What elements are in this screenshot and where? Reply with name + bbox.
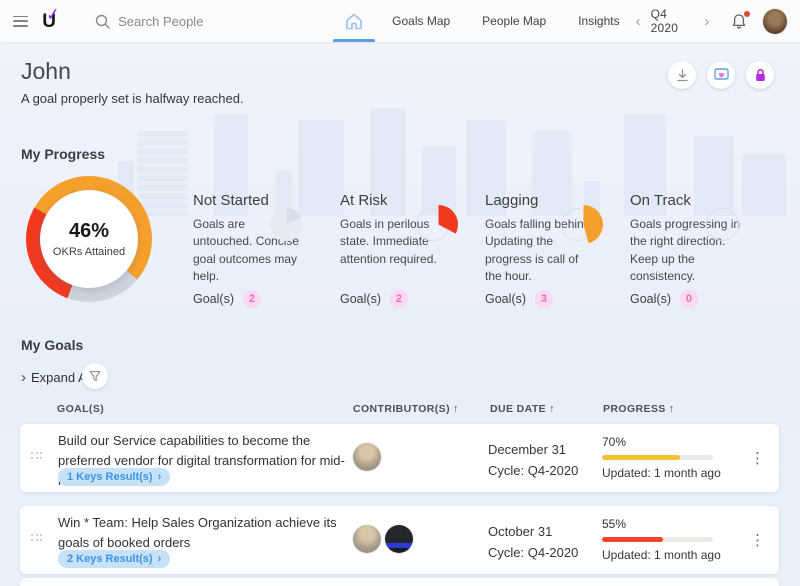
status-title: Not Started bbox=[193, 192, 269, 209]
progress-percent: 70% bbox=[602, 435, 627, 449]
filter-button[interactable] bbox=[82, 363, 108, 389]
on-track-pie-icon bbox=[706, 208, 739, 241]
header-actions bbox=[668, 61, 774, 89]
goals-label: Goal(s) bbox=[485, 292, 526, 306]
download-icon bbox=[676, 68, 689, 82]
status-title: On Track bbox=[630, 192, 691, 209]
lagging-pie-icon bbox=[561, 205, 603, 244]
status-desc: Goals are untouched. Concise goal outcom… bbox=[193, 217, 300, 284]
period-next-icon[interactable]: › bbox=[704, 12, 710, 30]
user-avatar[interactable] bbox=[763, 8, 787, 34]
goals-label: Goal(s) bbox=[193, 292, 234, 306]
page-subtitle: A goal properly set is halfway reached. bbox=[21, 91, 244, 106]
download-button[interactable] bbox=[668, 61, 696, 89]
my-progress-title: My Progress bbox=[21, 146, 106, 162]
contributor-avatars bbox=[353, 443, 381, 471]
status-card-on-track: On Track Goals progressing in the right … bbox=[630, 192, 780, 308]
logo-check-icon: ✓ bbox=[45, 4, 62, 25]
due-date-cell: October 31 Cycle: Q4-2020 bbox=[488, 524, 579, 560]
chevron-right-icon: › bbox=[21, 369, 26, 386]
key-results-badge[interactable]: 1 Keys Result(s) › bbox=[58, 468, 171, 486]
menu-icon[interactable] bbox=[13, 15, 29, 27]
drag-handle-icon[interactable] bbox=[31, 534, 43, 542]
active-tab-underline bbox=[333, 39, 376, 42]
goal-row-partial[interactable] bbox=[20, 578, 779, 586]
key-results-badge[interactable]: 2 Keys Result(s) › bbox=[58, 550, 171, 568]
okr-label: OKRs Attained bbox=[52, 246, 126, 258]
progress-percent: 55% bbox=[602, 517, 627, 531]
topbar: U ✓ Goals Map People Map Insights ‹ Q4 2… bbox=[0, 0, 800, 42]
lock-button[interactable] bbox=[746, 61, 774, 89]
contributor-avatar[interactable] bbox=[353, 525, 381, 553]
chevron-right-icon: › bbox=[157, 553, 162, 565]
progress-updated: Updated: 1 month ago bbox=[602, 548, 721, 562]
progress-bar bbox=[602, 455, 713, 460]
drag-handle-icon[interactable] bbox=[31, 452, 43, 460]
search-icon bbox=[95, 14, 110, 29]
status-title: At Risk bbox=[340, 192, 388, 209]
goal-count-badge[interactable]: 0 bbox=[679, 290, 698, 308]
contributor-avatar[interactable] bbox=[353, 443, 381, 471]
col-contributors[interactable]: CONTRIBUTOR(S) ↑ bbox=[353, 403, 459, 415]
filter-funnel-icon bbox=[89, 370, 101, 382]
notifications-bell-icon[interactable] bbox=[731, 9, 752, 30]
goal-title[interactable]: Win * Team: Help Sales Organization achi… bbox=[58, 515, 337, 551]
contributor-avatars bbox=[353, 525, 413, 553]
feedback-button[interactable] bbox=[707, 61, 735, 89]
progress-cell: 70% Updated: 1 month ago bbox=[602, 435, 732, 480]
app-logo[interactable]: U ✓ bbox=[42, 4, 62, 32]
goals-label: Goal(s) bbox=[630, 292, 671, 306]
status-card-not-started: Not Started Goals are untouched. Concise… bbox=[193, 192, 343, 308]
status-title: Lagging bbox=[485, 192, 539, 209]
tab-insights[interactable]: Insights bbox=[578, 14, 620, 28]
expand-all-button[interactable]: › Expand All bbox=[21, 369, 93, 386]
chevron-right-icon: › bbox=[157, 471, 162, 483]
okr-percent: 46% bbox=[68, 220, 110, 242]
primary-nav: Goals Map People Map Insights bbox=[332, 0, 635, 42]
col-due-date[interactable]: DUE DATE ↑ bbox=[490, 403, 555, 415]
sort-asc-icon: ↑ bbox=[452, 403, 459, 415]
progress-cell: 55% Updated: 1 month ago bbox=[602, 517, 732, 562]
due-date-cell: December 31 Cycle: Q4-2020 bbox=[488, 442, 579, 478]
my-goals-title: My Goals bbox=[21, 337, 84, 353]
progress-updated: Updated: 1 month ago bbox=[602, 466, 721, 480]
period-prev-icon[interactable]: ‹ bbox=[635, 12, 641, 30]
tab-goals-map[interactable]: Goals Map bbox=[392, 14, 451, 28]
progress-bar bbox=[602, 537, 713, 542]
tab-home[interactable] bbox=[332, 0, 376, 42]
status-card-at-risk: At Risk Goals in perilous state. Immedia… bbox=[340, 192, 490, 308]
search-input[interactable] bbox=[118, 13, 269, 29]
home-icon bbox=[345, 13, 363, 30]
status-desc: Goals in perilous state. Immediate atten… bbox=[340, 217, 437, 266]
contributor-avatar[interactable] bbox=[385, 525, 413, 553]
tab-people-map[interactable]: People Map bbox=[482, 14, 547, 28]
lock-icon bbox=[754, 68, 767, 82]
row-menu-icon[interactable]: ⋮ bbox=[750, 532, 765, 549]
col-goals[interactable]: GOAL(S) bbox=[57, 403, 105, 415]
notification-badge bbox=[743, 9, 752, 18]
not-started-pie-icon bbox=[270, 208, 303, 241]
sort-asc-icon: ↑ bbox=[549, 403, 555, 415]
feedback-card-heart-icon bbox=[713, 68, 729, 82]
period-picker: ‹ Q4 2020 › bbox=[636, 7, 710, 35]
status-desc: Goals progressing in the right direction… bbox=[630, 217, 741, 284]
search-box[interactable] bbox=[95, 13, 269, 29]
goal-row[interactable]: Build our Service capabilities to become… bbox=[20, 424, 779, 492]
goal-count-badge[interactable]: 2 bbox=[242, 290, 261, 308]
sort-asc-icon: ↑ bbox=[668, 403, 675, 415]
col-progress[interactable]: PROGRESS ↑ bbox=[603, 403, 675, 415]
status-card-lagging: Lagging Goals falling behind. Updating t… bbox=[485, 192, 635, 308]
goal-row[interactable]: Win * Team: Help Sales Organization achi… bbox=[20, 506, 779, 574]
goal-count-badge[interactable]: 3 bbox=[534, 290, 553, 308]
period-label[interactable]: Q4 2020 bbox=[650, 7, 679, 35]
at-risk-pie-icon bbox=[416, 205, 458, 244]
okr-donut-chart: 46% OKRs Attained bbox=[26, 176, 152, 302]
page-title: John bbox=[21, 58, 71, 84]
goals-label: Goal(s) bbox=[340, 292, 381, 306]
row-menu-icon[interactable]: ⋮ bbox=[750, 450, 765, 467]
goal-count-badge[interactable]: 2 bbox=[389, 290, 408, 308]
